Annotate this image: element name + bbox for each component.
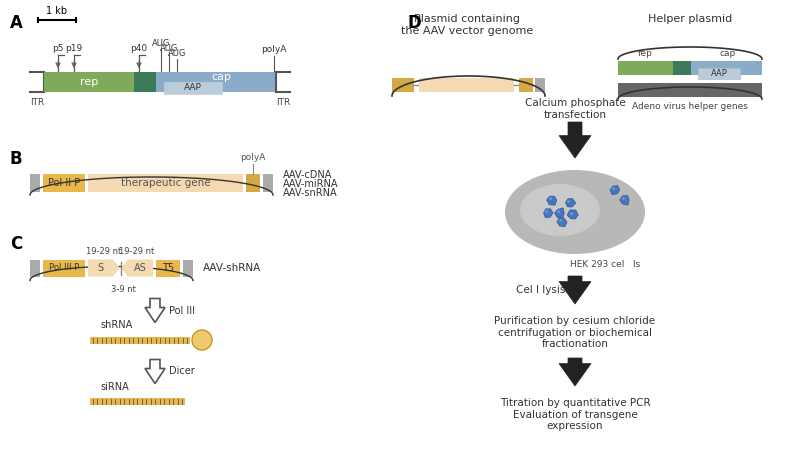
Text: C: C [10,235,22,253]
Text: AAV-cDNA: AAV-cDNA [282,170,332,180]
Bar [43,259,85,277]
Text: 3-9 nt: 3-9 nt [111,284,136,293]
Text: polyA: polyA [240,153,265,162]
Text: p5: p5 [52,44,63,53]
Polygon shape [619,196,629,205]
Text: AUG: AUG [160,44,178,53]
Text: Dicer: Dicer [168,366,195,376]
Bar [134,72,156,92]
Text: B: B [10,150,22,168]
Text: shRNA: shRNA [100,320,132,330]
Polygon shape [543,209,553,217]
Circle shape [569,212,573,215]
Text: Purification by cesium chloride
centrifugation or biochemical
fractionation: Purification by cesium chloride centrifu… [494,316,654,349]
Text: A: A [10,14,22,32]
Bar [90,337,190,344]
Text: Helper plasmid: Helper plasmid [647,14,731,24]
Polygon shape [558,358,590,386]
Circle shape [611,187,614,190]
Text: Pol III P: Pol III P [49,263,79,273]
Bar [672,61,691,75]
Polygon shape [565,198,575,207]
Bar [697,68,739,79]
Circle shape [558,219,561,222]
Text: Plasmid containing
the AAV vector genome: Plasmid containing the AAV vector genome [400,14,533,35]
Bar [30,174,40,192]
Text: p40: p40 [130,44,148,53]
Circle shape [192,330,212,350]
Text: AAP: AAP [184,84,201,92]
Text: therapeutic gene: therapeutic gene [120,178,210,188]
Bar [30,259,40,277]
Text: AAP: AAP [710,69,727,78]
Text: 19-29 nt: 19-29 nt [119,247,155,256]
Text: AUG: AUG [152,39,170,48]
Bar [44,72,134,92]
Bar [391,78,414,92]
Bar [43,174,85,192]
Bar [691,61,761,75]
Polygon shape [546,196,556,205]
Bar [618,83,761,97]
Circle shape [622,197,624,200]
Text: cap: cap [211,72,231,82]
Text: AAV-shRNA: AAV-shRNA [203,263,261,273]
Polygon shape [558,276,590,304]
Polygon shape [566,210,577,219]
Circle shape [566,200,569,203]
Text: polyA: polyA [261,45,286,54]
Bar [164,82,221,94]
Text: AAV-snRNA: AAV-snRNA [282,188,337,198]
Circle shape [549,197,551,200]
Polygon shape [145,298,164,323]
Bar [518,78,533,92]
Polygon shape [121,259,153,277]
Text: ITR: ITR [276,98,290,107]
Text: 19-29 nt: 19-29 nt [87,247,121,256]
Bar [90,398,184,404]
Polygon shape [558,122,590,158]
Polygon shape [610,186,619,195]
Bar [618,61,672,75]
Polygon shape [554,208,564,218]
Text: S: S [97,263,103,273]
Bar [263,174,273,192]
Text: AS: AS [134,263,147,273]
Bar [419,78,513,92]
Text: p19: p19 [65,44,83,53]
Text: T5: T5 [162,263,174,273]
Ellipse shape [504,170,644,254]
Text: siRNA: siRNA [100,381,128,391]
Text: Cel l lysis: Cel l lysis [515,285,565,295]
Text: Titration by quantitative PCR
Evaluation of transgene
expression: Titration by quantitative PCR Evaluation… [499,398,650,431]
Text: rep: rep [637,49,651,58]
Ellipse shape [520,184,599,236]
Text: AAV-miRNA: AAV-miRNA [282,179,338,189]
Bar [156,259,180,277]
Bar [183,259,192,277]
Text: AUG: AUG [168,49,186,58]
Text: cap: cap [719,49,735,58]
Bar [245,174,260,192]
Bar [156,72,276,92]
Text: Adeno virus helper genes: Adeno virus helper genes [631,102,747,111]
Text: Pol III: Pol III [168,305,195,315]
Circle shape [557,210,559,213]
Text: D: D [407,14,421,32]
Polygon shape [145,359,164,384]
Bar [88,174,243,192]
Circle shape [545,210,547,213]
Text: HEK 293 cel   ls: HEK 293 cel ls [569,260,639,269]
Polygon shape [556,217,566,227]
Text: 1 kb: 1 kb [47,6,67,16]
Bar [534,78,545,92]
Text: Pol II P: Pol II P [48,178,80,188]
Text: ITR: ITR [30,98,44,107]
Text: rep: rep [79,77,98,87]
Polygon shape [88,259,119,277]
Text: Calcium phosphate
transfection: Calcium phosphate transfection [524,98,625,120]
